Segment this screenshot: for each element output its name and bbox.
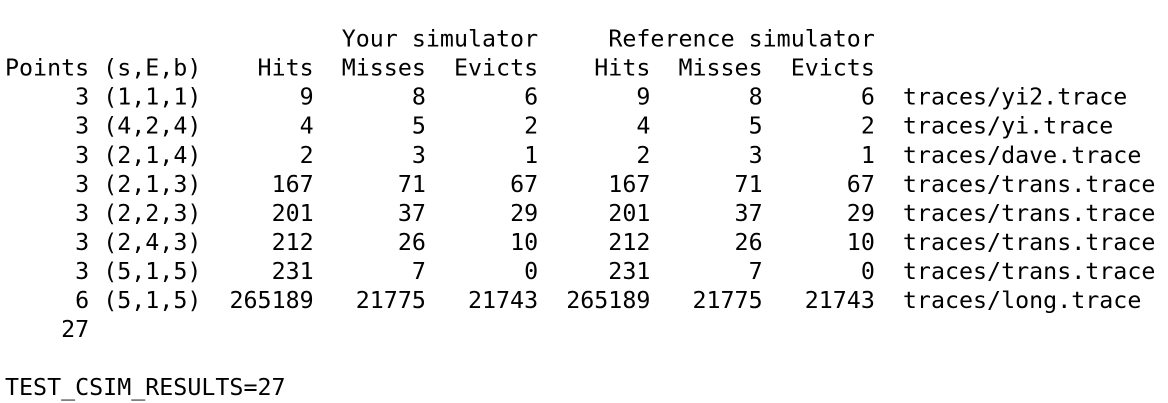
params-cell: (4,2,4) [103,113,201,140]
value-cell: 3 [749,142,763,169]
value-cell: 37 [398,200,426,227]
value-cell: 0 [861,258,875,285]
value-cell: 5 [749,113,763,140]
group-header: Reference simulator [608,26,875,53]
total-points: 27 [61,316,89,343]
column-header: Evicts [791,55,875,82]
value-cell: 2 [636,142,650,169]
params-cell: (5,1,5) [103,258,201,285]
result-line: TEST_CSIM_RESULTS=27 [5,374,286,401]
value-cell: 26 [735,229,763,256]
value-cell: 4 [300,113,314,140]
value-cell: 9 [300,84,314,111]
value-cell: 5 [412,113,426,140]
value-cell: 21743 [468,287,538,314]
value-cell: 167 [608,171,650,198]
params-cell: (2,1,3) [103,171,201,198]
value-cell: 67 [510,171,538,198]
value-cell: 21775 [692,287,762,314]
column-header: Misses [342,55,426,82]
trace-cell: traces/yi2.trace [903,84,1127,111]
value-cell: 3 [412,142,426,169]
value-cell: 2 [861,113,875,140]
value-cell: 2 [300,142,314,169]
value-cell: 26 [398,229,426,256]
params-cell: (2,2,3) [103,200,201,227]
value-cell: 6 [861,84,875,111]
trace-cell: traces/trans.trace [903,229,1155,256]
value-cell: 8 [412,84,426,111]
value-cell: 201 [272,200,314,227]
column-header: Evicts [454,55,538,82]
value-cell: 212 [608,229,650,256]
points-cell: 3 [75,229,89,256]
points-cell: 3 [75,200,89,227]
params-cell: (2,1,4) [103,142,201,169]
value-cell: 0 [524,258,538,285]
value-cell: 10 [510,229,538,256]
column-header: Points (s,E,b) [5,55,201,82]
value-cell: 265189 [230,287,314,314]
value-cell: 37 [735,200,763,227]
points-cell: 3 [75,113,89,140]
value-cell: 29 [847,200,875,227]
value-cell: 1 [524,142,538,169]
column-header: Hits [594,55,650,82]
value-cell: 21775 [356,287,426,314]
value-cell: 7 [412,258,426,285]
points-cell: 3 [75,258,89,285]
value-cell: 167 [272,171,314,198]
trace-cell: traces/yi.trace [903,113,1113,140]
value-cell: 71 [735,171,763,198]
value-cell: 1 [861,142,875,169]
group-header: Your simulator [342,26,538,53]
value-cell: 201 [608,200,650,227]
value-cell: 71 [398,171,426,198]
value-cell: 212 [272,229,314,256]
trace-cell: traces/trans.trace [903,258,1155,285]
value-cell: 9 [636,84,650,111]
points-cell: 3 [75,84,89,111]
params-cell: (1,1,1) [103,84,201,111]
trace-cell: traces/long.trace [903,287,1141,314]
points-cell: 3 [75,142,89,169]
points-cell: 6 [75,287,89,314]
params-cell: (2,4,3) [103,229,201,256]
params-cell: (5,1,5) [103,287,201,314]
value-cell: 2 [524,113,538,140]
value-cell: 21743 [805,287,875,314]
value-cell: 29 [510,200,538,227]
trace-cell: traces/trans.trace [903,200,1155,227]
value-cell: 10 [847,229,875,256]
value-cell: 8 [749,84,763,111]
column-header: Misses [678,55,762,82]
value-cell: 6 [524,84,538,111]
value-cell: 4 [636,113,650,140]
points-cell: 3 [75,171,89,198]
column-header: Hits [258,55,314,82]
trace-cell: traces/trans.trace [903,171,1155,198]
value-cell: 231 [608,258,650,285]
trace-cell: traces/dave.trace [903,142,1141,169]
value-cell: 231 [272,258,314,285]
value-cell: 67 [847,171,875,198]
value-cell: 7 [749,258,763,285]
value-cell: 265189 [566,287,650,314]
